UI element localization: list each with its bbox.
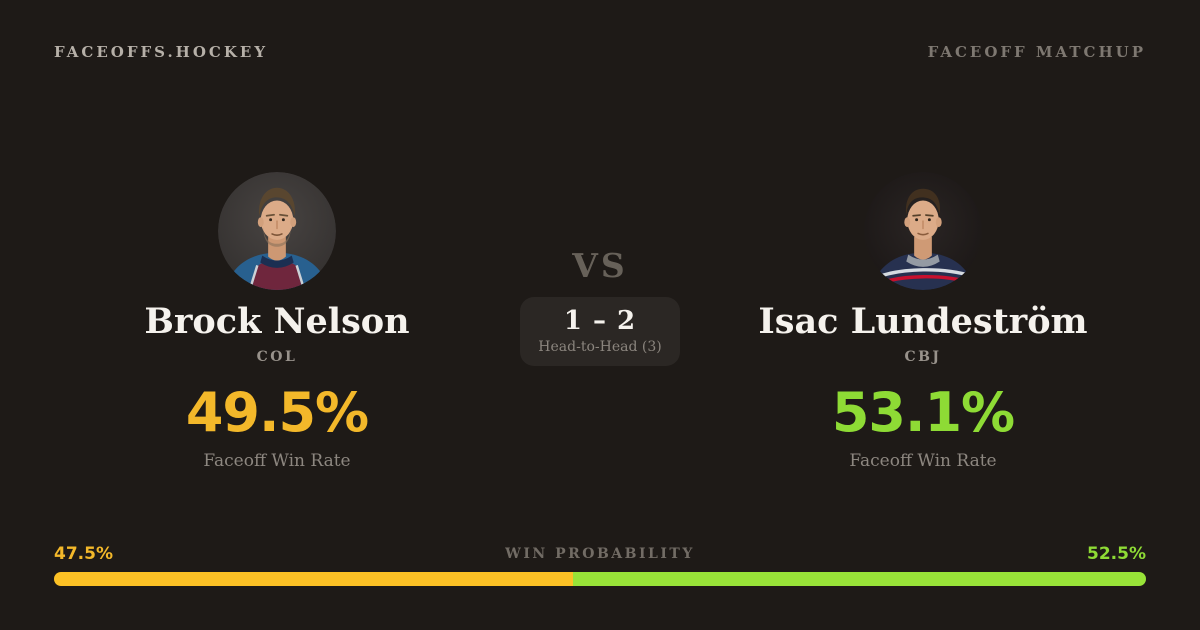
win-probability-bar: [54, 572, 1146, 586]
win-rate-label-left: Faceoff Win Rate: [203, 450, 351, 471]
win-probability-right: 52.5%: [1087, 544, 1146, 564]
win-rate-label-right: Faceoff Win Rate: [849, 450, 997, 471]
page-title: FACEOFF MATCHUP: [927, 43, 1146, 61]
head-to-head-label: Head-to-Head (3): [538, 338, 662, 355]
player-card-left: Brock Nelson COL 49.5% Faceoff Win Rate: [77, 172, 477, 471]
brand-logo-text: FACEOFFS.HOCKEY: [54, 43, 269, 61]
win-rate-left: 49.5%: [185, 380, 369, 444]
player-name-right: Isac Lundeström: [758, 301, 1088, 342]
player-card-right: Isac Lundeström CBJ 53.1% Faceoff Win Ra…: [723, 172, 1123, 471]
matchup-center: VS 1 – 2 Head-to-Head (3): [450, 249, 750, 366]
win-rate-right: 53.1%: [831, 380, 1015, 444]
team-code-left: COL: [256, 348, 298, 365]
head-to-head-score: 1 – 2: [563, 306, 637, 336]
head-to-head-box: 1 – 2 Head-to-Head (3): [520, 297, 680, 366]
player-headshot-right-icon: [864, 172, 982, 290]
win-probability-title: WIN PROBABILITY: [505, 546, 695, 562]
player-avatar-right: [864, 172, 982, 290]
win-probability-left: 47.5%: [54, 544, 113, 564]
player-name-left: Brock Nelson: [144, 301, 410, 342]
win-probability-row: 47.5% WIN PROBABILITY 52.5%: [54, 544, 1146, 564]
win-prob-fill-right: [572, 572, 1146, 586]
player-avatar-left: [218, 172, 336, 290]
team-code-right: CBJ: [904, 348, 942, 365]
vs-label: VS: [572, 246, 628, 285]
player-headshot-left-icon: [218, 172, 336, 290]
win-prob-fill-left: [54, 572, 573, 586]
